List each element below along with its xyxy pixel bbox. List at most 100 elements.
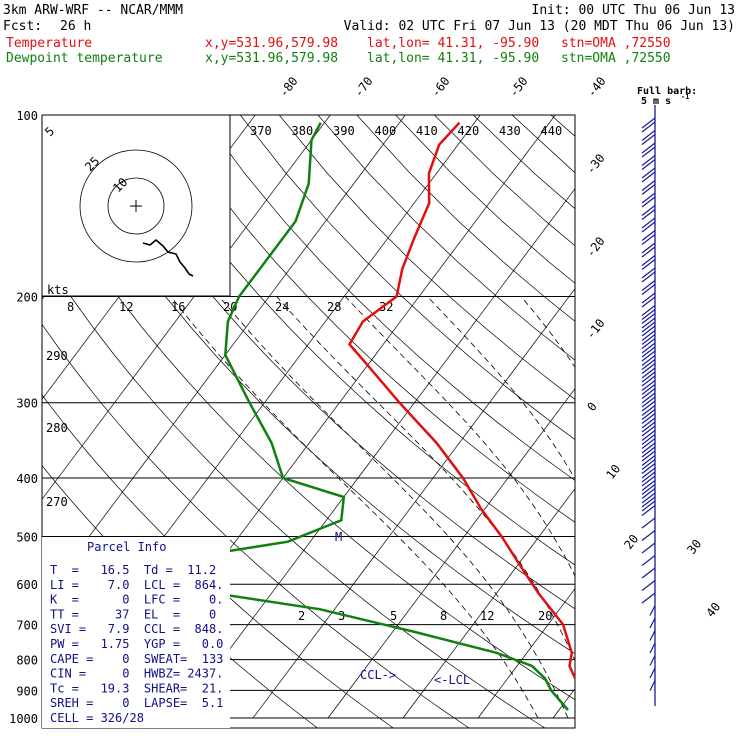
dewpoint-latlon: lat,lon= 41.31, -95.90 <box>367 51 539 66</box>
isotherm-line <box>703 115 740 718</box>
dry-adiabat-line <box>42 252 546 728</box>
temperature-legend: Temperature <box>6 36 92 51</box>
wind-barb <box>641 500 656 512</box>
parcel-info-row: T = 16.5 Td = 11.2 <box>50 563 216 577</box>
header: 3km ARW-WRF -- NCAR/MMM Init: 00 UTC Thu… <box>3 3 735 66</box>
wind-key: Full barb: 5 m s -1 <box>637 86 697 107</box>
wind-barb <box>641 592 656 604</box>
wind-barb <box>641 146 656 158</box>
wind-barb <box>641 355 656 366</box>
dry-adiabat-line <box>434 115 575 247</box>
wind-barb <box>641 367 656 379</box>
wind-barb <box>641 580 656 591</box>
wind-barb <box>641 484 656 495</box>
wind-barb <box>641 567 656 579</box>
dry-adiabat-line <box>278 115 575 400</box>
wind-barb <box>649 630 656 641</box>
parcel-info-row: SREH = 0 LAPSE= 5.1 <box>50 696 223 710</box>
mixing-ratio-lower-label-2: 2 <box>298 609 305 623</box>
dry-adiabat-line <box>162 115 575 523</box>
parcel-info-rows: T = 16.5 Td = 11.2LI = 7.0 LCL = 864.K =… <box>50 563 223 725</box>
pressure-label-100: 100 <box>16 109 38 123</box>
isotherm-label--80: -80 <box>276 74 300 100</box>
pressure-label-700: 700 <box>16 619 38 633</box>
theta-label-380: 380 <box>292 124 314 138</box>
wind-barb <box>641 375 656 387</box>
parcel-info-row: CIN = 0 HWBZ= 2437. <box>50 667 223 681</box>
parcel-info-row: PW = 1.75 YGP = 0.0 <box>50 637 223 651</box>
mixing-ratio-lower-label-5: 5 <box>390 609 397 623</box>
moist-adiabat-line <box>345 296 575 577</box>
theta-label-440: 440 <box>541 124 563 138</box>
wind-barb <box>641 346 656 358</box>
wind-barb <box>641 280 656 291</box>
dry-adiabat-line <box>550 115 575 137</box>
wind-barb <box>641 205 656 216</box>
dry-adiabat-line <box>629 115 740 731</box>
hodograph-units: kts <box>47 283 69 297</box>
hodograph-trace <box>142 238 194 277</box>
mixing-ratio-labels: 8 12 16 20 24 28 322 3 5 8 12 20 <box>67 300 552 623</box>
moist-adiabat-line <box>520 296 575 368</box>
wind-key-line2: 5 m s <box>641 96 671 107</box>
isotherm-line <box>477 588 575 719</box>
wind-barb <box>641 142 656 154</box>
parcel-info-row: TT = 37 EL = 0 <box>50 607 216 621</box>
parcel-info-row: Tc = 19.3 SHEAR= 21. <box>50 681 223 695</box>
isotherm-label-20: 20 <box>621 532 641 552</box>
wind-barb <box>641 446 656 458</box>
hodograph-ring-inner <box>107 177 165 235</box>
wind-barb <box>641 246 656 258</box>
wind-barb <box>641 488 656 499</box>
wind-barb <box>641 130 656 141</box>
wind-barb <box>641 371 656 383</box>
pressure-axis-labels: 100 200 300 400 500 600 700 800 900 1000 <box>9 109 38 726</box>
wind-barb <box>641 430 656 441</box>
wind-barb <box>641 463 656 474</box>
parcel-info-background <box>42 537 230 728</box>
wind-barb <box>641 400 656 412</box>
wind-barb <box>641 325 656 337</box>
pressure-label-900: 900 <box>16 684 38 698</box>
wind-key-sup: -1 <box>681 93 689 101</box>
theta-left-label-280: 280 <box>46 421 68 435</box>
wind-barb <box>641 309 656 320</box>
wind-barb <box>641 409 656 420</box>
moist-adiabat-line <box>427 296 575 480</box>
temperature-stn: stn=OMA ,72550 <box>561 36 671 51</box>
wind-barb <box>641 496 656 508</box>
dry-adiabat-line <box>84 115 575 610</box>
isotherm-line <box>177 188 575 719</box>
parcel-info-row: LI = 7.0 LCL = 864. <box>50 578 223 592</box>
wind-barb <box>641 134 656 145</box>
temperature-xy: x,y=531.96,579.98 <box>205 36 338 51</box>
mixing-ratio-label-16: 16 <box>171 300 185 314</box>
theta-label-370: 370 <box>250 124 272 138</box>
wind-barb <box>641 171 656 183</box>
wind-barb <box>641 555 656 566</box>
skewt-grid <box>41 114 740 731</box>
dry-adiabat-line <box>317 115 575 361</box>
wind-barb <box>641 196 656 208</box>
dry-adiabat-line <box>45 115 575 655</box>
theta-label-420: 420 <box>458 124 480 138</box>
dry-adiabat-line <box>511 115 575 174</box>
parcel-info-row: SVI = 7.9 CCL = 848. <box>50 622 223 636</box>
parcel-info-title: Parcel Info <box>87 540 166 554</box>
mixing-ratio-label-24: 24 <box>275 300 289 314</box>
wind-barb <box>641 459 656 470</box>
wind-barb <box>641 321 656 333</box>
wind-barb <box>641 425 656 437</box>
wind-barb <box>641 159 656 170</box>
wind-barb <box>641 255 656 266</box>
isotherm-label-30: 30 <box>684 537 704 557</box>
wind-barb <box>641 234 656 245</box>
pressure-label-500: 500 <box>16 530 38 544</box>
parcel-info-row: CAPE = 0 SWEAT= 133 <box>50 652 223 666</box>
mixing-ratio-lower-label-12: 12 <box>480 609 494 623</box>
wind-barb <box>641 517 656 529</box>
wind-barb <box>649 667 656 679</box>
pressure-label-600: 600 <box>16 578 38 592</box>
dry-adiabat-line <box>123 115 575 566</box>
theta-labels: 370 380 390 400 410 420 430 440 290 280 270 <box>46 124 562 509</box>
